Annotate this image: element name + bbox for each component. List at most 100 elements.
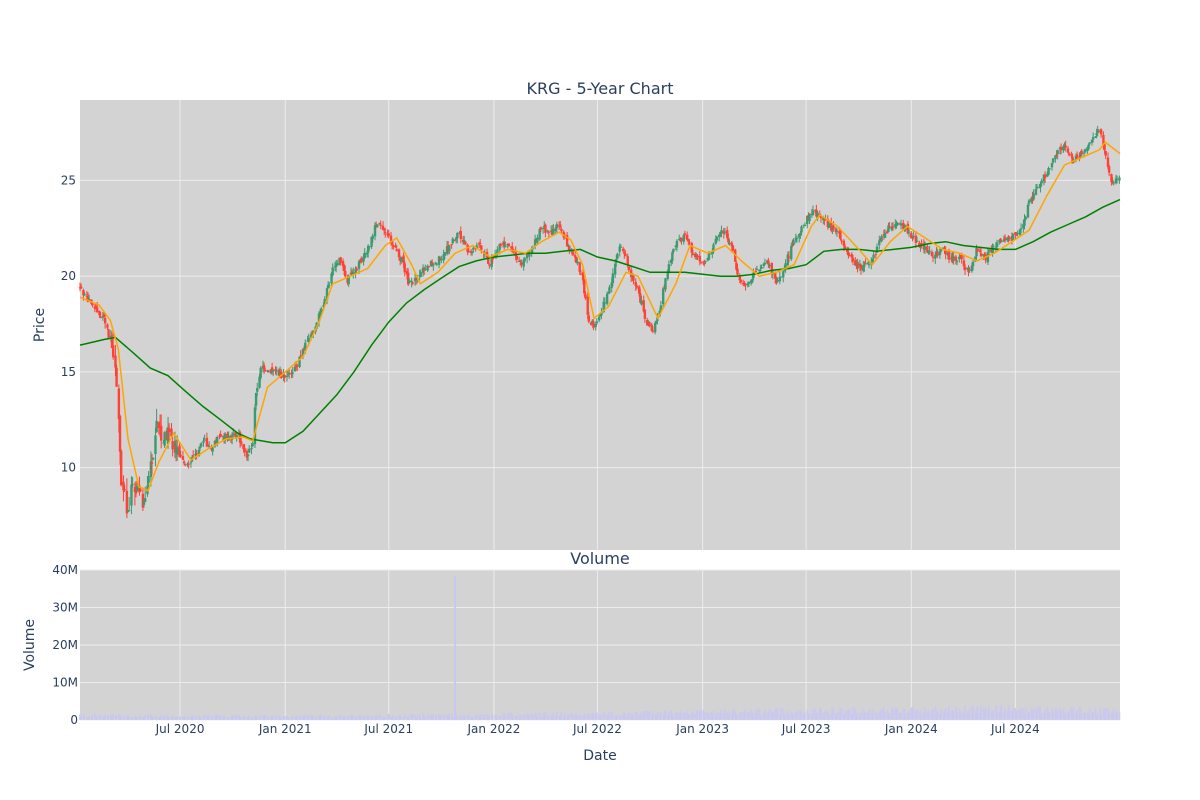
candle-up — [434, 262, 437, 265]
candle-up — [878, 240, 881, 246]
candle-down — [587, 315, 591, 322]
candle-up — [368, 246, 371, 248]
candle-up — [707, 253, 711, 260]
volume-bar — [856, 712, 859, 720]
volume-bar — [740, 712, 742, 720]
candle-down — [920, 243, 923, 245]
candle-up — [541, 228, 545, 230]
volume-bar — [88, 716, 90, 720]
candle-down — [634, 281, 637, 286]
volume-bar — [598, 715, 600, 720]
candle-down — [341, 260, 345, 267]
candle-up — [130, 484, 133, 506]
volume-bar — [306, 716, 309, 720]
volume-bar — [86, 716, 88, 720]
volume-bar — [658, 713, 661, 720]
volume-bar — [248, 715, 251, 720]
volume-bar — [995, 705, 997, 720]
candle-up — [669, 259, 673, 264]
volume-bar — [478, 716, 480, 720]
candle-down — [430, 262, 434, 266]
volume-bar — [242, 715, 245, 720]
candle-down — [133, 487, 137, 492]
candle-up — [336, 263, 339, 266]
candle-up — [666, 271, 669, 279]
volume-bar — [855, 713, 858, 720]
volume-bar — [883, 707, 885, 720]
volume-bar — [776, 708, 779, 720]
candle-up — [211, 447, 214, 452]
candle-down — [122, 481, 125, 491]
candle-down — [1075, 154, 1079, 158]
volume-bar — [190, 716, 192, 720]
candle-down — [1055, 154, 1058, 156]
volume-bar — [323, 715, 326, 720]
candle-down — [859, 264, 863, 270]
volume-bar — [736, 714, 739, 720]
volume-bar — [1019, 708, 1021, 720]
volume-bar — [648, 711, 651, 720]
candle-down — [584, 294, 587, 299]
volume-bar — [1071, 708, 1074, 720]
volume-bar — [916, 709, 918, 720]
volume-bar — [434, 714, 437, 720]
volume-bar — [975, 707, 978, 720]
volume-bar — [1115, 710, 1117, 720]
candle-down — [565, 234, 569, 247]
volume-bar — [168, 717, 170, 720]
candle-up — [790, 246, 793, 260]
candle-down — [886, 231, 889, 234]
candle-up — [362, 256, 365, 262]
candle-up — [875, 246, 879, 253]
candle-up — [675, 240, 679, 248]
volume-bar — [746, 711, 749, 720]
candle-down — [770, 262, 774, 275]
volume-bar — [923, 712, 925, 720]
volume-bar — [566, 716, 568, 720]
candle-up — [605, 293, 609, 304]
candle-up — [347, 276, 350, 284]
candle-down — [106, 324, 109, 328]
volume-bar — [688, 713, 691, 720]
candle-down — [491, 257, 494, 260]
candle-down — [103, 317, 107, 324]
volume-bar — [939, 713, 941, 720]
candle-down — [1007, 236, 1010, 238]
candle-down — [726, 230, 729, 238]
volume-bar — [1087, 713, 1090, 720]
volume-bar — [162, 715, 165, 720]
candle-down — [888, 227, 891, 229]
candle-up — [455, 237, 458, 240]
volume-bar — [158, 717, 160, 720]
volume-bar — [1016, 710, 1019, 720]
candle-up — [966, 267, 969, 269]
candle-down — [651, 330, 655, 332]
candle-up — [437, 256, 441, 265]
volume-bar — [1075, 713, 1077, 720]
candle-down — [976, 248, 979, 252]
candle-down — [680, 237, 683, 241]
volume-bar — [320, 714, 323, 720]
volume-bar — [1100, 714, 1102, 720]
candle-down — [571, 251, 575, 256]
date-x-tick-label: Jul 2021 — [363, 722, 413, 736]
candle-down — [560, 228, 563, 232]
volume-bar — [931, 710, 933, 720]
candle-down — [744, 283, 747, 286]
candle-down — [206, 445, 210, 447]
candle-up — [672, 248, 675, 252]
volume-bar — [400, 716, 403, 720]
volume-bar — [703, 712, 706, 720]
volume-bar — [303, 715, 305, 720]
candle-down — [82, 290, 85, 296]
volume-bar — [343, 716, 345, 720]
volume-bar — [392, 715, 395, 720]
volume-spike-bar — [454, 575, 457, 720]
volume-bar — [402, 717, 405, 720]
volume-bar — [668, 711, 670, 720]
volume-bar — [264, 714, 267, 720]
volume-bar — [403, 713, 406, 720]
candle-down — [559, 224, 562, 228]
volume-bars — [79, 575, 1121, 720]
volume-bar — [336, 716, 339, 720]
